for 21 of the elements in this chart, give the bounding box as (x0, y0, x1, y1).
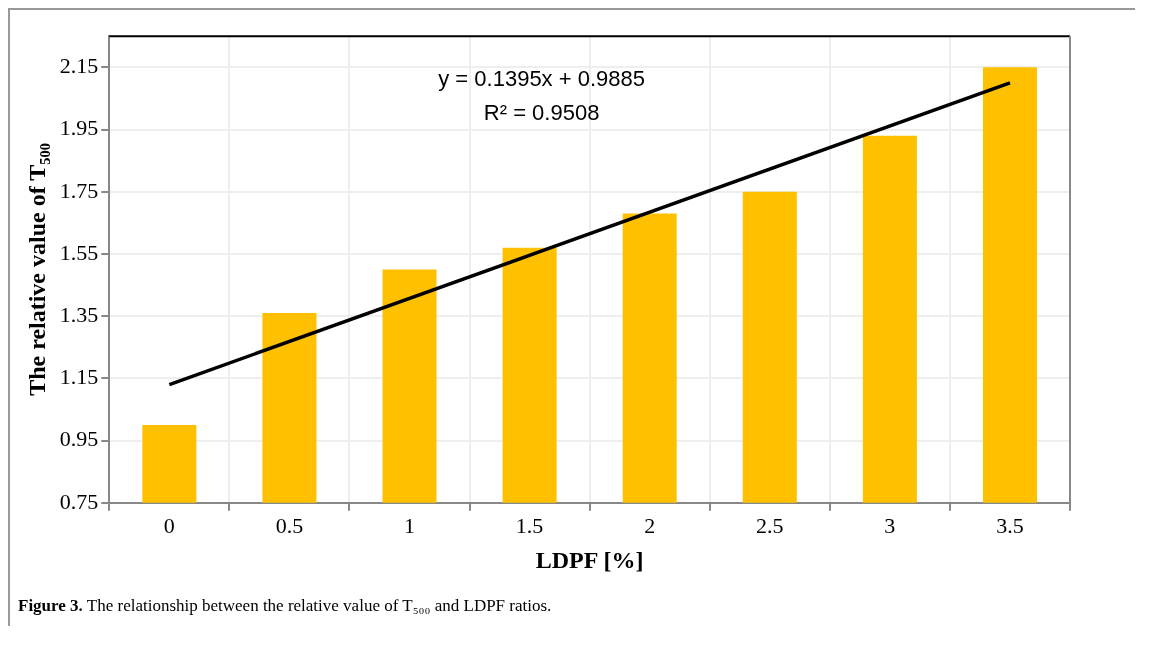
x-tick-label: 2.5 (756, 512, 784, 538)
y-tick-label: 1.55 (59, 239, 99, 265)
x-tick-label: 0.5 (275, 512, 304, 538)
y-axis-title: The relative value of T₅₀₀ (23, 143, 50, 396)
y-tick-label: 0.75 (59, 488, 99, 514)
y-tick-label: 2.15 (59, 53, 99, 79)
x-tick-label: 3 (884, 512, 896, 538)
y-tick-label: 1.75 (59, 177, 99, 203)
caption: Figure 3. The relationship between the relative value of T₅₀₀ and LDPF ratios. (18, 596, 553, 616)
x-tick-label: 1 (404, 512, 416, 538)
annotation: y = 0.1395x + 0.9885 (438, 66, 645, 92)
x-tick-label: 0 (163, 512, 175, 538)
y-tick-label: 0.95 (59, 426, 99, 452)
y-tick-label: 1.35 (59, 301, 99, 327)
x-tick-label: 2 (644, 512, 656, 538)
annotation: R² = 0.9508 (483, 100, 600, 126)
x-axis-title: LDPF [%] (535, 546, 644, 573)
x-tick-label: 3.5 (996, 512, 1024, 538)
x-tick-label: 1.5 (515, 512, 544, 538)
y-tick-label: 1.95 (59, 115, 99, 141)
y-tick-label: 1.15 (59, 364, 99, 390)
